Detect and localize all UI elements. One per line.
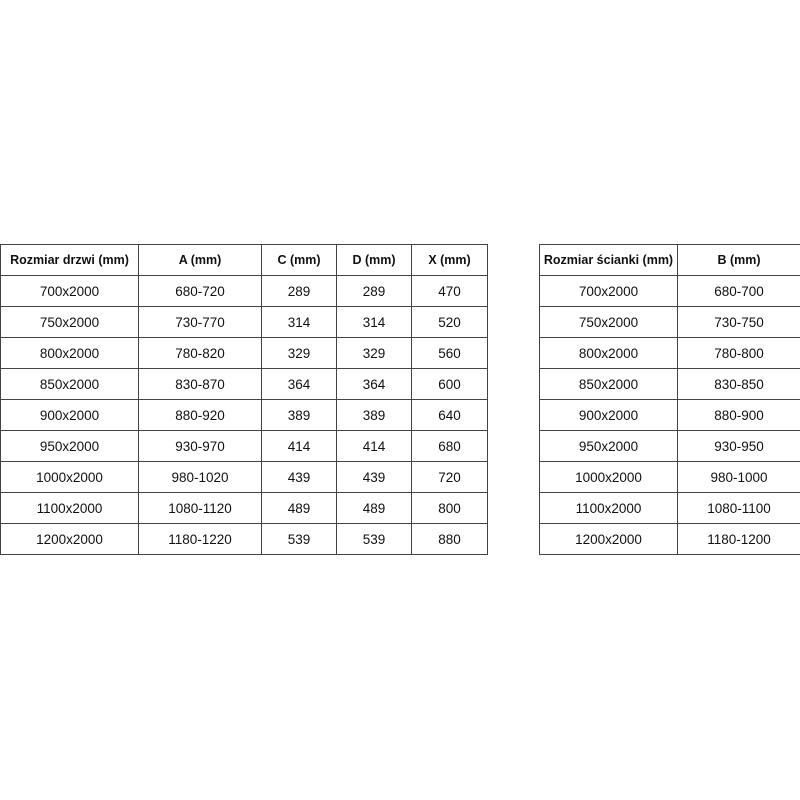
column-header: D (mm) <box>336 244 412 276</box>
column-header: B (mm) <box>677 244 800 276</box>
table-header-row: Rozmiar drzwi (mm) A (mm) C (mm) D (mm) X (m… <box>0 244 488 276</box>
table-cell: 470 <box>411 275 488 307</box>
table-row: 1200x2000 1180-1200 <box>539 523 800 555</box>
table-cell: 1200x2000 <box>0 523 139 555</box>
table-row: 800x2000 780-820 329 329 560 <box>0 337 488 369</box>
table-cell: 439 <box>336 461 412 493</box>
table-cell: 489 <box>336 492 412 524</box>
table-cell: 1200x2000 <box>539 523 678 555</box>
table-cell: 314 <box>261 306 337 338</box>
table-cell: 414 <box>261 430 337 462</box>
table-cell: 1080-1120 <box>138 492 262 524</box>
table-row: 950x2000 930-970 414 414 680 <box>0 430 488 462</box>
table-cell: 289 <box>336 275 412 307</box>
table-cell: 850x2000 <box>539 368 678 400</box>
table-cell: 750x2000 <box>0 306 139 338</box>
table-cell: 539 <box>261 523 337 555</box>
table-cell: 1080-1100 <box>677 492 800 524</box>
table-cell: 930-950 <box>677 430 800 462</box>
table-cell: 880-920 <box>138 399 262 431</box>
table-cell: 364 <box>336 368 412 400</box>
table-cell: 1100x2000 <box>0 492 139 524</box>
table-row: 700x2000 680-700 <box>539 275 800 307</box>
column-header: Rozmiar ścianki (mm) <box>539 244 678 276</box>
table-row: 1000x2000 980-1000 <box>539 461 800 493</box>
table-cell: 314 <box>336 306 412 338</box>
table-row: 700x2000 680-720 289 289 470 <box>0 275 488 307</box>
table-cell: 780-820 <box>138 337 262 369</box>
table-cell: 800x2000 <box>539 337 678 369</box>
table-cell: 1180-1200 <box>677 523 800 555</box>
wall-panel-size-table: Rozmiar ścianki (mm) B (mm) 700x2000 680-7… <box>539 244 800 555</box>
table-cell: 700x2000 <box>0 275 139 307</box>
table-cell: 700x2000 <box>539 275 678 307</box>
table-cell: 364 <box>261 368 337 400</box>
table-row: 1100x2000 1080-1100 <box>539 492 800 524</box>
table-cell: 800 <box>411 492 488 524</box>
table-cell: 1000x2000 <box>0 461 139 493</box>
table-cell: 389 <box>261 399 337 431</box>
table-cell: 414 <box>336 430 412 462</box>
table-cell: 329 <box>261 337 337 369</box>
door-size-table: Rozmiar drzwi (mm) A (mm) C (mm) D (mm) X (m… <box>0 244 488 555</box>
table-row: 750x2000 730-770 314 314 520 <box>0 306 488 338</box>
table-row: 1000x2000 980-1020 439 439 720 <box>0 461 488 493</box>
table-cell: 680 <box>411 430 488 462</box>
table-cell: 539 <box>336 523 412 555</box>
table-cell: 780-800 <box>677 337 800 369</box>
table-cell: 289 <box>261 275 337 307</box>
table-cell: 850x2000 <box>0 368 139 400</box>
column-header: A (mm) <box>138 244 262 276</box>
table-header-row: Rozmiar ścianki (mm) B (mm) <box>539 244 800 276</box>
table-cell: 930-970 <box>138 430 262 462</box>
table-cell: 880-900 <box>677 399 800 431</box>
table-cell: 880 <box>411 523 488 555</box>
table-row: 1100x2000 1080-1120 489 489 800 <box>0 492 488 524</box>
table-cell: 730-750 <box>677 306 800 338</box>
table-cell: 750x2000 <box>539 306 678 338</box>
table-row: 800x2000 780-800 <box>539 337 800 369</box>
table-row: 900x2000 880-900 <box>539 399 800 431</box>
table-row: 750x2000 730-750 <box>539 306 800 338</box>
table-cell: 600 <box>411 368 488 400</box>
table-row: 850x2000 830-850 <box>539 368 800 400</box>
table-cell: 950x2000 <box>0 430 139 462</box>
table-cell: 830-850 <box>677 368 800 400</box>
table-cell: 980-1020 <box>138 461 262 493</box>
table-cell: 1000x2000 <box>539 461 678 493</box>
table-cell: 900x2000 <box>539 399 678 431</box>
table-cell: 980-1000 <box>677 461 800 493</box>
table-cell: 800x2000 <box>0 337 139 369</box>
table-row: 850x2000 830-870 364 364 600 <box>0 368 488 400</box>
table-cell: 1180-1220 <box>138 523 262 555</box>
table-cell: 560 <box>411 337 488 369</box>
table-cell: 680-700 <box>677 275 800 307</box>
table-row: 950x2000 930-950 <box>539 430 800 462</box>
table-cell: 640 <box>411 399 488 431</box>
table-cell: 389 <box>336 399 412 431</box>
table-cell: 950x2000 <box>539 430 678 462</box>
table-cell: 830-870 <box>138 368 262 400</box>
table-cell: 720 <box>411 461 488 493</box>
column-header: C (mm) <box>261 244 337 276</box>
table-cell: 439 <box>261 461 337 493</box>
table-cell: 900x2000 <box>0 399 139 431</box>
table-cell: 680-720 <box>138 275 262 307</box>
table-cell: 1100x2000 <box>539 492 678 524</box>
table-cell: 730-770 <box>138 306 262 338</box>
table-row: 1200x2000 1180-1220 539 539 880 <box>0 523 488 555</box>
column-header: X (mm) <box>411 244 488 276</box>
table-cell: 329 <box>336 337 412 369</box>
table-cell: 520 <box>411 306 488 338</box>
table-row: 900x2000 880-920 389 389 640 <box>0 399 488 431</box>
table-cell: 489 <box>261 492 337 524</box>
column-header: Rozmiar drzwi (mm) <box>0 244 139 276</box>
